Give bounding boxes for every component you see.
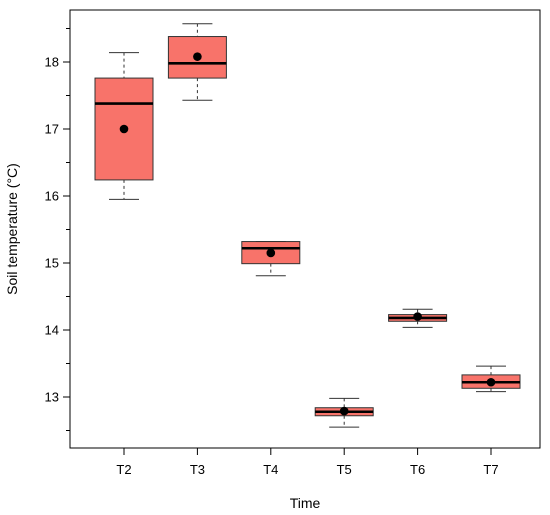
x-axis-title: Time <box>290 495 321 511</box>
mean-point <box>486 377 496 387</box>
y-axis: 13 14 15 16 17 18 <box>45 28 70 431</box>
y-tick-label: 17 <box>45 122 59 137</box>
box-series <box>94 23 521 428</box>
mean-point <box>193 52 202 61</box>
x-tick-label: T6 <box>410 462 425 477</box>
x-tick-label: T7 <box>483 462 498 477</box>
mean-point <box>413 312 422 321</box>
y-tick-label: 14 <box>45 323 59 338</box>
x-axis: T2 T3 T4 T5 T6 T7 <box>116 448 499 477</box>
x-tick-label: T3 <box>190 462 205 477</box>
x-tick-label: T5 <box>337 462 352 477</box>
y-tick-label: 18 <box>45 55 59 70</box>
mean-point <box>119 124 129 134</box>
box-t2 <box>94 52 154 200</box>
box-t3 <box>167 23 227 101</box>
y-axis-title: Soil temperature (°C) <box>4 163 20 295</box>
y-tick-label: 13 <box>45 390 59 405</box>
x-tick-label: T2 <box>116 462 131 477</box>
box-t4 <box>241 241 301 277</box>
box-t6 <box>388 308 448 328</box>
box-t7 <box>461 365 521 393</box>
mean-point <box>266 248 276 258</box>
y-tick-label: 16 <box>45 189 59 204</box>
x-tick-label: T4 <box>263 462 278 477</box>
mean-point <box>339 406 349 416</box>
box-t5 <box>314 397 374 428</box>
y-tick-label: 15 <box>45 256 59 271</box>
